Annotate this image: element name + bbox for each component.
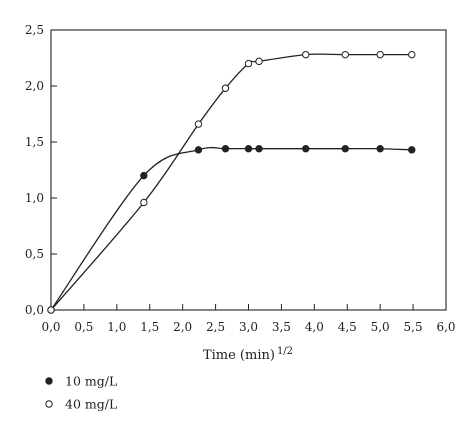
- data-point-10-mg-l: [376, 145, 384, 153]
- x-tick-label: 3,5: [272, 320, 291, 334]
- legend-marker: [45, 400, 53, 408]
- x-tick-label: 0,0: [41, 320, 60, 334]
- x-tick-label: 4,5: [338, 320, 357, 334]
- x-tick-label: 5,5: [404, 320, 423, 334]
- data-point-10-mg-l: [221, 145, 230, 153]
- y-tick-label: 0,0: [25, 303, 44, 317]
- y-axis-ticks: 0,0 0,5 1,0 1,5 2,0 2,5: [25, 23, 57, 317]
- x-tick-label: 2,5: [206, 320, 225, 334]
- data-point-10-mg-l: [244, 145, 253, 153]
- x-tick-label: 3,0: [239, 320, 258, 334]
- x-axis-ticks: 0,0 0,5 1,0 1,5 2,0 2,5 3,0 3,5 4,0 4,5 5,0 5,5 6,0: [41, 304, 456, 334]
- x-tick-label: 6,0: [436, 320, 455, 334]
- x-tick-label: 1,0: [107, 320, 126, 334]
- legend-label: 40 mg/L: [65, 397, 117, 412]
- series-curves: [50, 53, 412, 311]
- data-point-40-mg-l: [194, 120, 203, 128]
- data-point-40-mg-l: [221, 84, 230, 92]
- data-point-10-mg-l: [408, 146, 416, 154]
- x-tick-label: 2,0: [173, 320, 192, 334]
- data-point-10-mg-l: [255, 145, 263, 153]
- legend-label: 10 mg/L: [65, 374, 117, 389]
- data-point-40-mg-l: [255, 57, 263, 66]
- data-point-40-mg-l: [244, 59, 253, 68]
- y-tick-label: 1,5: [25, 135, 44, 149]
- data-point-40-mg-l: [140, 198, 148, 207]
- y-tick-label: 2,5: [25, 23, 44, 37]
- data-point-10-mg-l: [302, 145, 310, 153]
- data-point-10-mg-l: [140, 171, 148, 180]
- x-axis-label: Time (min) 1/2: [203, 346, 293, 363]
- data-point-40-mg-l: [47, 306, 55, 314]
- data-point-10-mg-l: [194, 146, 203, 154]
- y-tick-label: 2,0: [25, 79, 44, 93]
- data-point-40-mg-l: [341, 50, 349, 59]
- series-points: [47, 50, 416, 314]
- series-line-10-mg-l: [50, 146, 412, 311]
- x-tick-label: 4,0: [305, 320, 324, 334]
- x-tick-label: 1,5: [140, 320, 159, 334]
- y-tick-label: 0,5: [25, 247, 44, 261]
- legend-marker: [45, 377, 53, 385]
- series-line-40-mg-l: [50, 53, 412, 311]
- data-point-40-mg-l: [302, 50, 310, 59]
- legend: 10 mg/L 40 mg/L: [45, 374, 117, 412]
- data-point-10-mg-l: [341, 145, 349, 153]
- x-tick-label: 5,0: [371, 320, 390, 334]
- data-point-40-mg-l: [376, 50, 384, 59]
- x-tick-label: 0,5: [74, 320, 93, 334]
- y-tick-label: 1,0: [25, 191, 44, 205]
- data-point-40-mg-l: [408, 50, 416, 59]
- plot-frame: [50, 29, 447, 311]
